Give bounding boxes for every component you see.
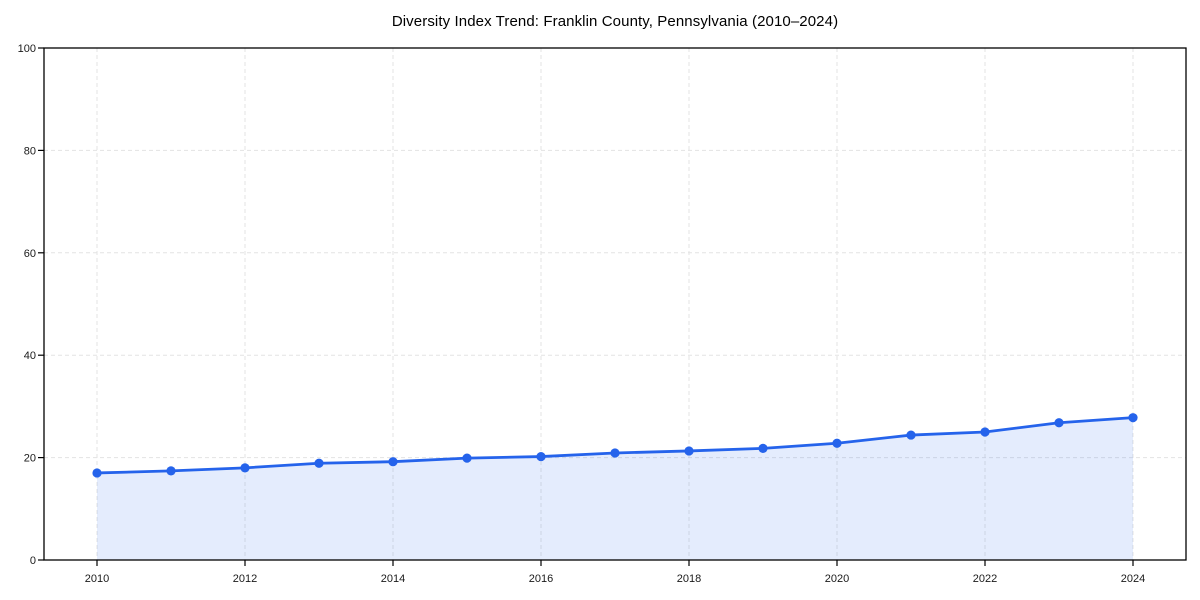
data-point bbox=[314, 458, 324, 468]
data-point bbox=[758, 443, 768, 453]
data-point bbox=[684, 446, 694, 456]
data-point bbox=[166, 466, 176, 476]
x-tick-label: 2020 bbox=[825, 573, 849, 585]
x-tick-label: 2010 bbox=[85, 573, 109, 585]
y-tick-label: 100 bbox=[18, 43, 36, 55]
chart-title: Diversity Index Trend: Franklin County, … bbox=[391, 13, 839, 30]
x-tick-label: 2014 bbox=[381, 573, 405, 585]
area-fill bbox=[97, 417, 1133, 560]
x-tick-label: 2012 bbox=[233, 573, 257, 585]
x-tick-label: 2018 bbox=[677, 573, 701, 585]
data-point bbox=[240, 463, 250, 473]
data-point bbox=[1128, 413, 1138, 423]
x-tick-label: 2016 bbox=[529, 573, 553, 585]
y-tick-label: 20 bbox=[24, 453, 36, 465]
data-point bbox=[906, 430, 916, 440]
data-point bbox=[536, 451, 546, 462]
x-tick-label: 2022 bbox=[973, 573, 997, 585]
data-point bbox=[832, 438, 842, 448]
x-tick-label: 2024 bbox=[1121, 573, 1145, 585]
data-point bbox=[1054, 418, 1064, 428]
data-point bbox=[610, 448, 620, 458]
y-tick-label: 40 bbox=[24, 350, 36, 362]
y-tick-label: 80 bbox=[24, 145, 36, 157]
y-tick-label: 60 bbox=[24, 248, 36, 260]
data-point bbox=[980, 427, 990, 437]
plot-border bbox=[43, 47, 1187, 561]
data-point bbox=[462, 453, 472, 463]
y-tick-label: 0 bbox=[30, 555, 36, 567]
data-point bbox=[388, 457, 398, 467]
data-point bbox=[92, 468, 102, 478]
